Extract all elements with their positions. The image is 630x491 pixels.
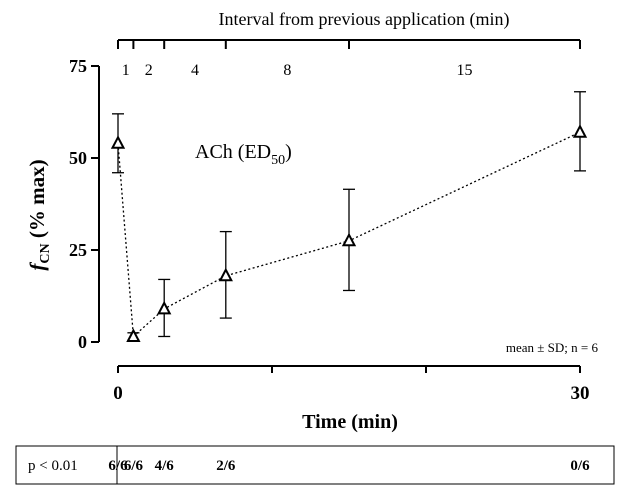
x-tick-label: 30 <box>571 383 590 404</box>
y-tick-label: 25 <box>69 240 87 260</box>
data-point-marker <box>110 135 126 149</box>
series-line <box>117 131 581 338</box>
series-label-sub: 50 <box>271 153 285 168</box>
significance-cell: 4/6 <box>155 458 175 474</box>
data-point-marker <box>218 267 233 282</box>
significance-cell: 6/6 <box>108 458 128 474</box>
top-axis-interval-label: 1 <box>122 62 130 79</box>
chart-marks: 0 25 50 75 0 30 1 2 4 8 15 6/66/6 4/6 2/6 0/6 <box>69 39 590 474</box>
y-tick-label: 75 <box>69 56 87 76</box>
significance-header: p < 0.01 <box>28 458 78 474</box>
top-axis-interval-label: 15 <box>457 62 473 79</box>
y-tick-label: 50 <box>69 148 87 168</box>
significance-table <box>15 445 615 485</box>
data-point-marker <box>341 232 357 247</box>
data-point-marker <box>157 300 172 315</box>
significance-cell: 0/6 <box>570 458 590 474</box>
y-tick-label: 0 <box>78 332 87 352</box>
significance-cell: 2/6 <box>216 458 236 474</box>
y-axis-label-rest: (% max) <box>25 159 49 243</box>
x-tick-label: 0 <box>113 383 123 404</box>
significance-cell: 6/6 <box>124 458 144 474</box>
top-axis-interval-label: 2 <box>145 62 153 79</box>
x-axis-label: Time (min) <box>302 411 398 433</box>
data-point-marker <box>126 328 141 342</box>
top-axis-interval-label: 8 <box>283 62 291 79</box>
y-axis-label-main: f <box>25 262 49 271</box>
data-point-marker <box>572 124 588 138</box>
y-axis-label: fCN (% max) <box>25 159 53 270</box>
top-axis-interval-label: 4 <box>191 62 199 79</box>
series-label-end: ) <box>285 141 292 163</box>
y-axis-label-sub: CN <box>38 243 53 263</box>
stats-note: mean ± SD; n = 6 <box>506 340 599 355</box>
top-axis-title: Interval from previous application (min) <box>219 9 510 30</box>
series-label: ACh (ED50) <box>195 141 292 168</box>
series-label-main: ACh (ED <box>195 141 271 163</box>
